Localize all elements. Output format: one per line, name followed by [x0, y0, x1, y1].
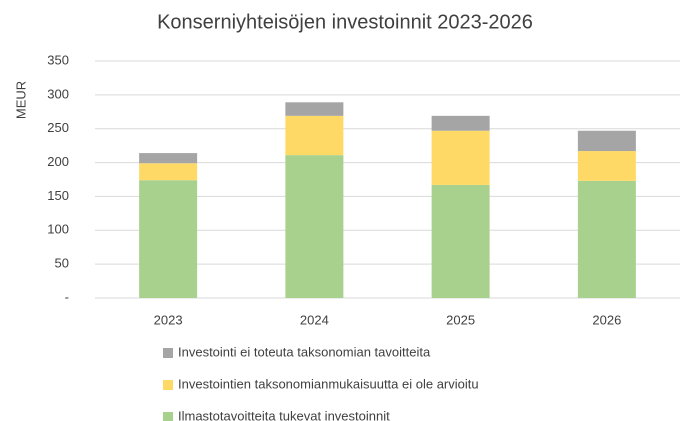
- y-axis-label: MEUR: [13, 81, 28, 119]
- legend-label: Investointi ei toteuta taksonomian tavoi…: [178, 344, 431, 359]
- bar-segment: [577, 151, 636, 181]
- chart-title: Konserniyhteisöjen investoinnit 2023-202…: [157, 11, 533, 33]
- y-tick-label: 300: [47, 86, 69, 101]
- bar-segment: [577, 130, 636, 152]
- bar-segment: [139, 180, 198, 298]
- legend-swatch: [163, 412, 173, 421]
- y-tick-label: 250: [47, 120, 69, 135]
- legend-swatch: [163, 380, 173, 390]
- y-tick-label: -: [65, 289, 69, 304]
- bar-segment: [285, 115, 344, 156]
- bar-segment: [285, 102, 344, 116]
- legend-label: Investointien taksonomianmukaisuutta ei …: [178, 376, 479, 391]
- legend-swatch: [163, 348, 173, 358]
- bar-segment: [285, 155, 344, 298]
- y-tick-label: 150: [47, 188, 69, 203]
- y-tick-label: 350: [47, 52, 69, 67]
- bar-segment: [431, 130, 490, 185]
- bar-segment: [139, 153, 198, 164]
- x-tick-label: 2023: [154, 312, 183, 327]
- x-tick-label: 2025: [446, 312, 475, 327]
- bar-segment: [139, 163, 198, 181]
- bar-segment: [431, 115, 490, 131]
- y-tick-label: 50: [55, 256, 69, 271]
- y-tick-label: 100: [47, 222, 69, 237]
- x-tick-label: 2026: [592, 312, 621, 327]
- bar-segment: [577, 180, 636, 298]
- legend-label: Ilmastotavoitteita tukevat investoinnit: [178, 408, 390, 421]
- x-tick-label: 2024: [300, 312, 329, 327]
- y-tick-label: 200: [47, 154, 69, 169]
- bar-segment: [431, 184, 490, 298]
